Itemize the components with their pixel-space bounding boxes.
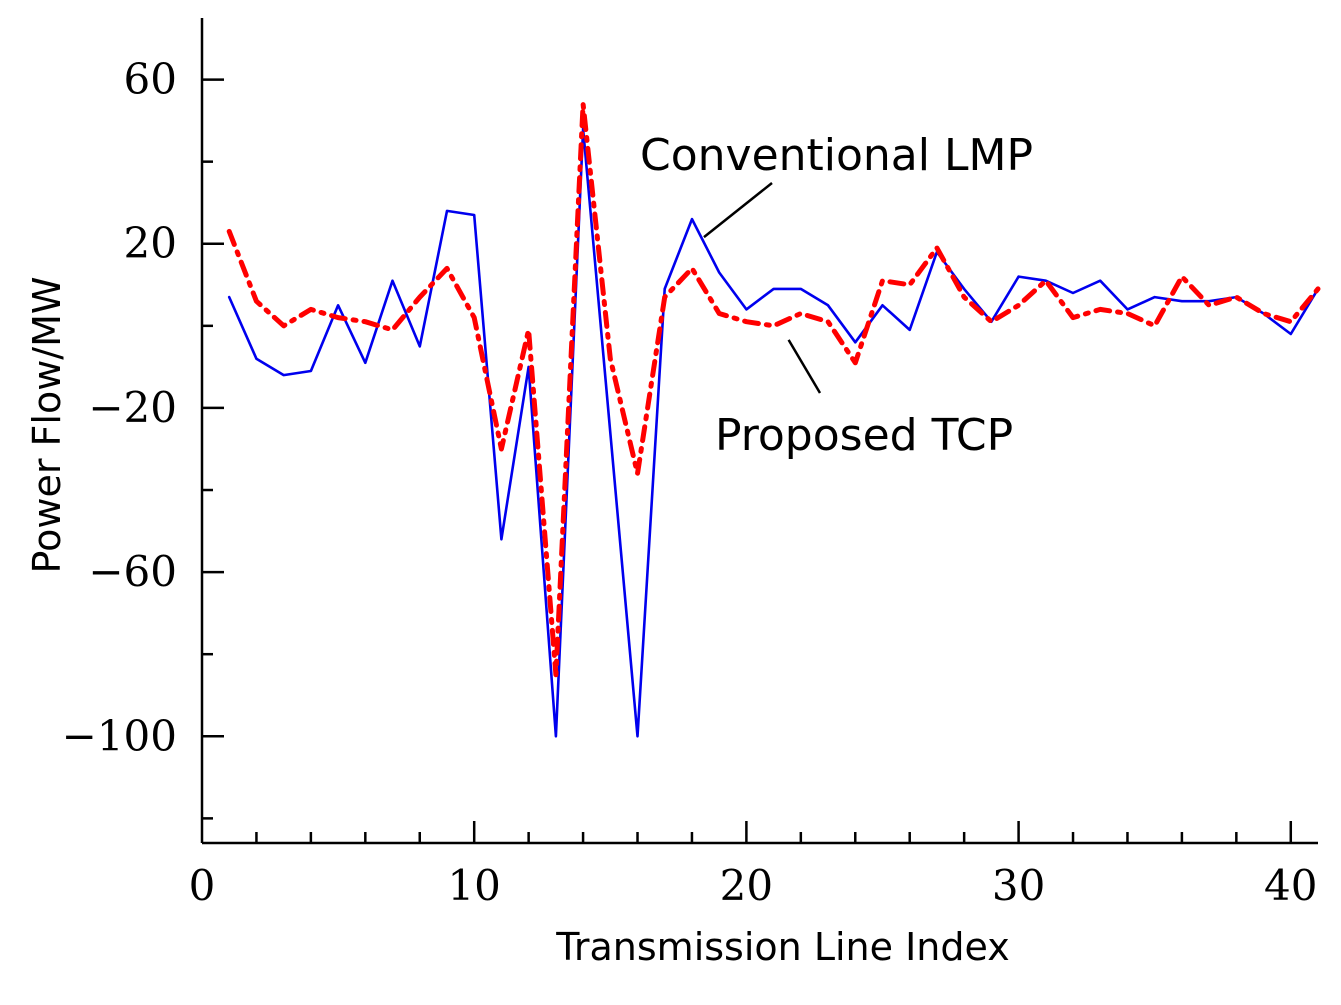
x-tick-label: 30 [992, 861, 1045, 910]
axes: 0 10 20 30 40 60 20 −20 −60 −100 [62, 18, 1318, 910]
y-axis-label: Power Flow/MW [25, 277, 69, 574]
annotations: Conventional LMP Proposed TCP [640, 130, 1033, 461]
series-proposed-tcp-line [226, 101, 1321, 678]
annotation-conventional-lmp: Conventional LMP [640, 130, 1033, 181]
y-tick-label: 20 [124, 219, 177, 268]
series-conventional-lmp-line [227, 127, 1320, 738]
x-tick-label: 20 [720, 861, 773, 910]
x-tick-label: 0 [189, 861, 216, 910]
x-tick-label: 10 [447, 861, 500, 910]
series-group [226, 101, 1321, 738]
annotation-leader-conventional-lmp [703, 182, 773, 239]
x-tick-label: 40 [1264, 861, 1317, 910]
annotation-leader-proposed-tcp [787, 339, 822, 394]
y-tick-label: −60 [88, 547, 177, 596]
annotation-proposed-tcp: Proposed TCP [715, 410, 1013, 461]
y-tick-label: −100 [62, 711, 177, 760]
y-tick-label: 60 [124, 55, 177, 104]
x-axis-label: Transmission Line Index [555, 925, 1009, 969]
y-tick-label: −20 [88, 383, 177, 432]
